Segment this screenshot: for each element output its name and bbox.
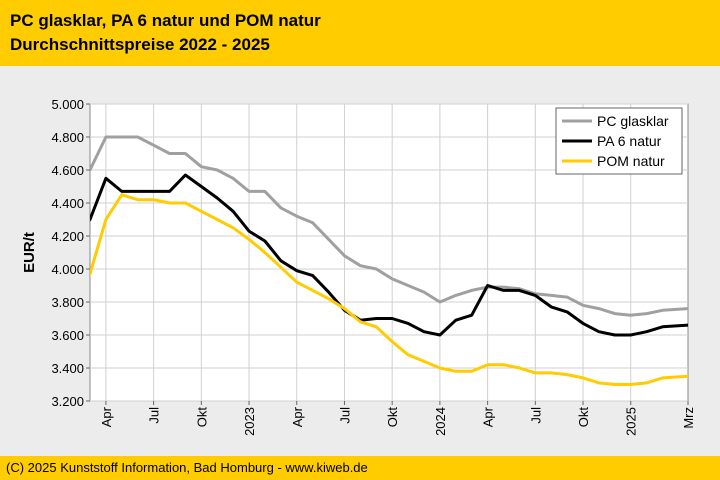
x-tick-label: 2023: [242, 407, 257, 436]
header-bar: PC glasklar, PA 6 natur und POM natur Du…: [0, 0, 720, 66]
footer-bar: (C) 2025 Kunststoff Information, Bad Hom…: [0, 456, 720, 480]
chart-subtitle: Durchschnittspreise 2022 - 2025: [10, 35, 270, 54]
legend-label: PC glasklar: [597, 113, 669, 129]
y-tick-label: 4.400: [51, 196, 84, 211]
legend-label: PA 6 natur: [597, 133, 662, 149]
legend: PC glasklar PA 6 natur POM natur: [555, 107, 683, 175]
x-tick-label: 2025: [624, 407, 639, 436]
y-tick-label: 3.400: [51, 361, 84, 376]
series-line-pa-6-natur: [90, 173, 688, 337]
y-tick-label: 4.600: [51, 163, 84, 178]
x-tick-label: Okt: [194, 407, 209, 428]
y-tick-label: 3.200: [51, 394, 84, 409]
y-axis-label: EUR/t: [21, 232, 38, 273]
x-tick-label: Okt: [576, 407, 591, 428]
series-group: [90, 135, 688, 386]
x-tick-label: Apr: [290, 406, 305, 427]
x-tick-label: Okt: [385, 407, 400, 428]
x-tick-label: Apr: [481, 406, 496, 427]
grid: [90, 103, 688, 402]
line-chart: 3.200 3.400 3.600 3.800 4.000 4.200 4.400 4.600…: [21, 97, 696, 436]
series-line-pom-natur: [90, 193, 688, 386]
series-line-pc-glasklar: [90, 135, 688, 317]
x-tick-label: Jul: [337, 407, 352, 424]
axes: 3.200 3.400 3.600 3.800 4.000 4.200 4.400 4.600…: [51, 97, 696, 436]
legend-label: POM natur: [597, 153, 665, 169]
y-tick-label: 3.800: [51, 295, 84, 310]
x-tick-label: Mrz: [681, 407, 696, 429]
x-tick-label: Apr: [99, 406, 114, 427]
y-tick-label: 5.000: [51, 97, 84, 112]
y-tick-label: 4.000: [51, 262, 84, 277]
chart-title: PC glasklar, PA 6 natur und POM natur: [10, 11, 321, 30]
y-tick-label: 4.800: [51, 130, 84, 145]
copyright-text: (C) 2025 Kunststoff Information, Bad Hom…: [6, 460, 368, 475]
x-tick-label: Jul: [147, 407, 162, 424]
y-tick-label: 4.200: [51, 229, 84, 244]
y-tick-label: 3.600: [51, 328, 84, 343]
x-tick-label: 2024: [433, 407, 448, 436]
x-tick-label: Jul: [528, 407, 543, 424]
